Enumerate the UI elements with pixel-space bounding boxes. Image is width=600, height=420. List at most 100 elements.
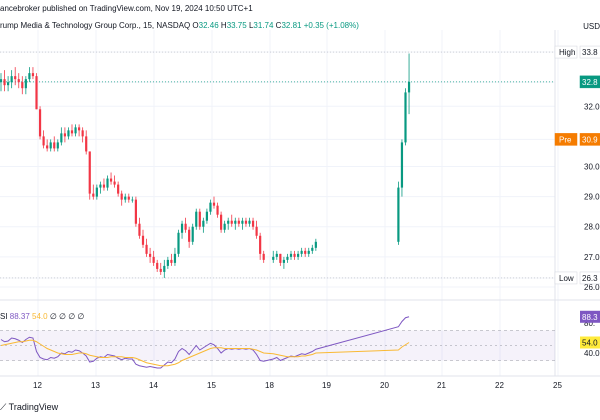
high-label: H: [220, 21, 227, 30]
low-tag-value-box: [579, 271, 600, 285]
pre-tag-label-box: [554, 133, 578, 146]
candle-body: [81, 130, 84, 137]
candle-body: [74, 127, 77, 134]
candle-body: [234, 220, 237, 224]
candle-body: [152, 256, 155, 263]
candle-body: [220, 214, 223, 230]
candle-body: [272, 256, 275, 260]
candle-body: [241, 220, 244, 224]
candle-body: [113, 181, 116, 185]
candle-body: [282, 259, 285, 263]
candle-body: [141, 235, 145, 245]
candle-body: [0, 79, 3, 83]
tradingview-brand: TradingView: [8, 402, 59, 412]
candle-body: [159, 268, 162, 272]
rsi-tick-label: 40.0: [584, 349, 600, 358]
candle-body: [286, 256, 289, 260]
change-value: +0.35 (+1.08%): [303, 21, 359, 30]
low-label: L: [248, 21, 254, 30]
candle-body: [14, 76, 17, 80]
high-tag-value-box: [579, 45, 600, 59]
price-tick-label: 27.0: [584, 253, 600, 262]
candle-body: [88, 151, 91, 194]
rsi-tag-box: [580, 336, 600, 349]
candle-body: [180, 223, 184, 233]
candle-body: [184, 223, 187, 230]
candle-body: [21, 82, 24, 89]
time-tick-label: 13: [91, 381, 100, 390]
candle-body: [127, 196, 130, 200]
candle-body: [262, 253, 265, 260]
candle-body: [109, 178, 113, 182]
rsi-tag-box: [580, 310, 600, 323]
candle-body: [307, 250, 310, 254]
candle-body: [42, 136, 45, 146]
candle-body: [202, 220, 205, 227]
candle-body: [255, 226, 258, 236]
rsi-tag-value: 88.3: [582, 313, 598, 322]
candle-body: [3, 79, 6, 86]
symbol-ohlc-legend: rump Media & Technology Group Corp., 15,…: [0, 21, 359, 30]
candle-body: [156, 262, 159, 269]
candle-body: [102, 184, 106, 188]
candle-body: [275, 253, 278, 257]
candle-body: [78, 127, 81, 131]
currency-label[interactable]: USD: [583, 22, 600, 31]
candle-body: [177, 232, 180, 254]
candle-body: [131, 199, 134, 201]
candle-body: [248, 220, 251, 224]
rsi-label: SI: [0, 312, 10, 321]
candle-body: [166, 259, 169, 266]
high-tag-label-box: [554, 45, 578, 59]
time-tick-label: 22: [495, 381, 504, 390]
open-value: 32.46: [198, 21, 219, 30]
price-tick-label: 32.0: [584, 102, 600, 111]
time-tick-label: 14: [149, 381, 158, 390]
close-label: C: [275, 21, 282, 30]
high-value: 33.75: [226, 21, 247, 30]
close-value: 32.81: [281, 21, 302, 30]
candle-body: [400, 142, 404, 188]
pre-tag-value-box: [579, 133, 600, 146]
high-tag-label: High: [559, 48, 575, 57]
candle-body: [7, 82, 10, 86]
candle-body: [17, 79, 20, 83]
candle-body: [120, 193, 123, 200]
candle-body: [117, 184, 120, 194]
candle-body: [163, 265, 166, 272]
low-tag-value: 26.3: [582, 274, 598, 283]
candle-body: [124, 196, 127, 200]
time-tick-label: 21: [437, 381, 446, 390]
candle-body: [24, 79, 27, 89]
candle-body: [70, 130, 74, 134]
candle-body: [85, 136, 88, 152]
candle-body: [35, 76, 38, 110]
candle-body: [304, 250, 307, 254]
time-tick-label: 20: [380, 381, 389, 390]
candle-body: [134, 199, 137, 224]
time-tick-label: 19: [322, 381, 331, 390]
candle-body: [92, 193, 95, 197]
price-tick-label: 28.0: [584, 223, 600, 232]
candle-body: [106, 178, 109, 188]
pre-tag-value: 30.9: [582, 135, 598, 144]
open-label: O: [192, 21, 199, 30]
candle-body: [212, 202, 216, 206]
candle-body: [314, 241, 317, 248]
low-value: 31.74: [253, 21, 274, 30]
time-tick-label: 12: [33, 381, 42, 390]
candle-body: [279, 253, 282, 263]
publisher-caption: ancebroker published on TradingView.com,…: [0, 4, 253, 13]
pre-tag-label: Pre: [559, 135, 572, 144]
price-tick-label: 26.0: [584, 283, 600, 292]
candle-body: [311, 247, 314, 251]
last-tag-value-box: [579, 75, 600, 89]
candle-body: [46, 145, 49, 149]
candle-body: [31, 73, 35, 77]
candle-body: [138, 223, 141, 236]
candle-body: [230, 220, 233, 224]
candle-body: [38, 109, 42, 137]
rsi-line: [0, 316, 410, 369]
candle-body: [244, 220, 248, 224]
